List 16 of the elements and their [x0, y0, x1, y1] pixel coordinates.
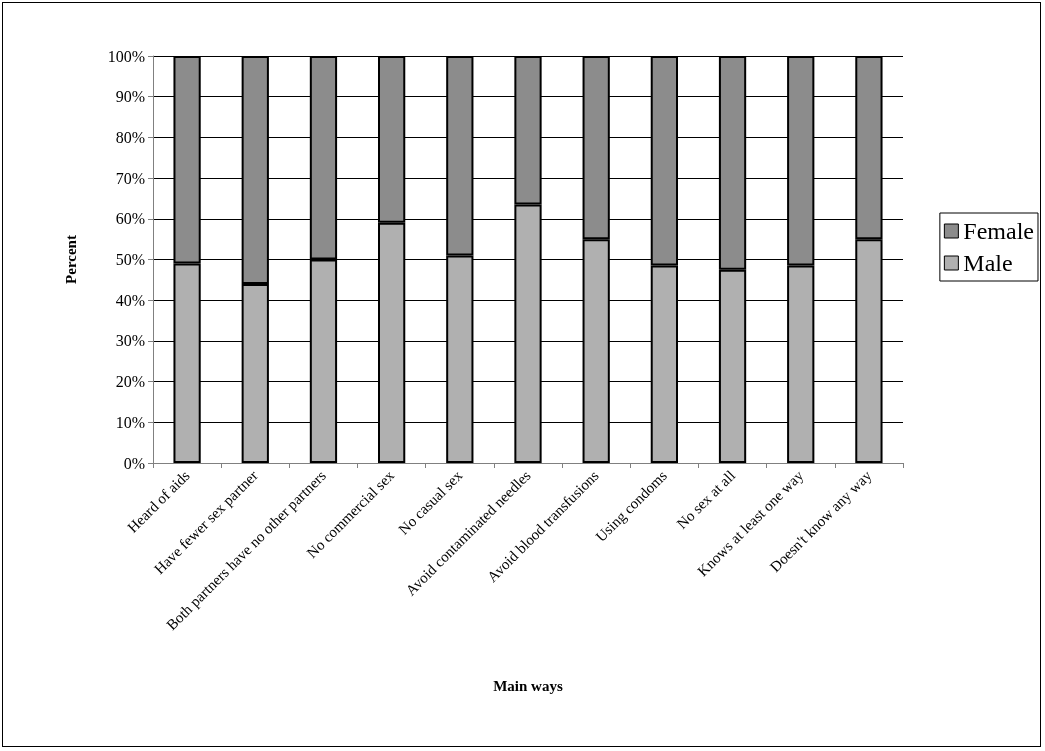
y-tick-label: 60% — [115, 210, 145, 228]
y-tick-label: 10% — [115, 413, 145, 431]
y-tick-label: 40% — [115, 291, 145, 309]
x-tick-label: No sex at all — [673, 467, 739, 532]
y-tick-label: 100% — [107, 47, 145, 65]
x-axis-title: Main ways — [493, 677, 563, 694]
legend-label: Male — [963, 250, 1013, 276]
y-tick-label: 70% — [115, 169, 145, 187]
y-axis-title: Percent — [62, 235, 79, 284]
y-tick-label: 50% — [115, 251, 145, 268]
y-tick-label: 90% — [115, 88, 145, 106]
y-tick-label: 20% — [115, 373, 145, 391]
y-tick-label: 0% — [123, 454, 145, 472]
legend-label: Female — [963, 218, 1034, 244]
y-tick-label: 30% — [115, 332, 145, 350]
y-tick-label: 80% — [115, 128, 145, 146]
